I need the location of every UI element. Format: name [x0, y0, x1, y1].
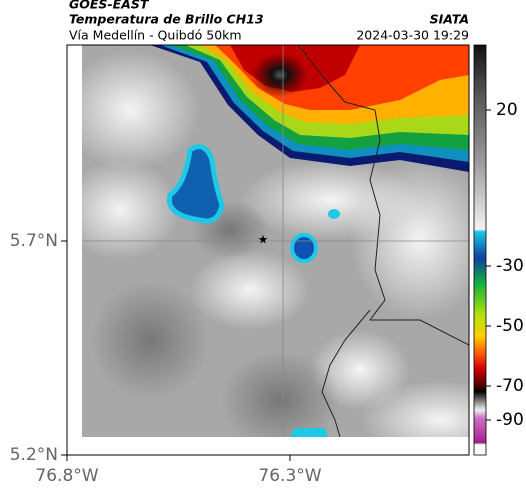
satellite-image: ★	[82, 45, 469, 437]
source: SIATA	[430, 12, 469, 27]
map-frame	[66, 44, 470, 456]
colorbar-tick-label: -70	[496, 376, 524, 396]
timestamp: 2024-03-30 19:29	[356, 28, 469, 43]
colorbar-tick-label: -50	[496, 316, 524, 336]
lon-label: 76.8°W	[35, 466, 98, 486]
lat-label: 5.2°N	[10, 445, 58, 465]
colorbar-tick-label: -30	[496, 256, 524, 276]
colorbar-tick-label: 20	[496, 100, 518, 120]
lon-label: 76.3°W	[258, 466, 321, 486]
colorbar-ticks: 20 -30 -50 -70 -90	[486, 100, 524, 430]
lat-label: 5.7°N	[10, 231, 58, 251]
product: GOES-EAST	[69, 0, 150, 12]
colorbar-tick-label: -90	[496, 410, 524, 430]
colorbar	[473, 44, 487, 456]
title: Temperatura de Brillo CH13	[69, 12, 264, 27]
subtitle: Vía Medellín - Quibdó 50km	[69, 28, 242, 43]
map-axes: 5.7°N 5.2°N76.8°W 76.3°W	[10, 231, 322, 486]
svg-text:★: ★	[258, 233, 269, 247]
